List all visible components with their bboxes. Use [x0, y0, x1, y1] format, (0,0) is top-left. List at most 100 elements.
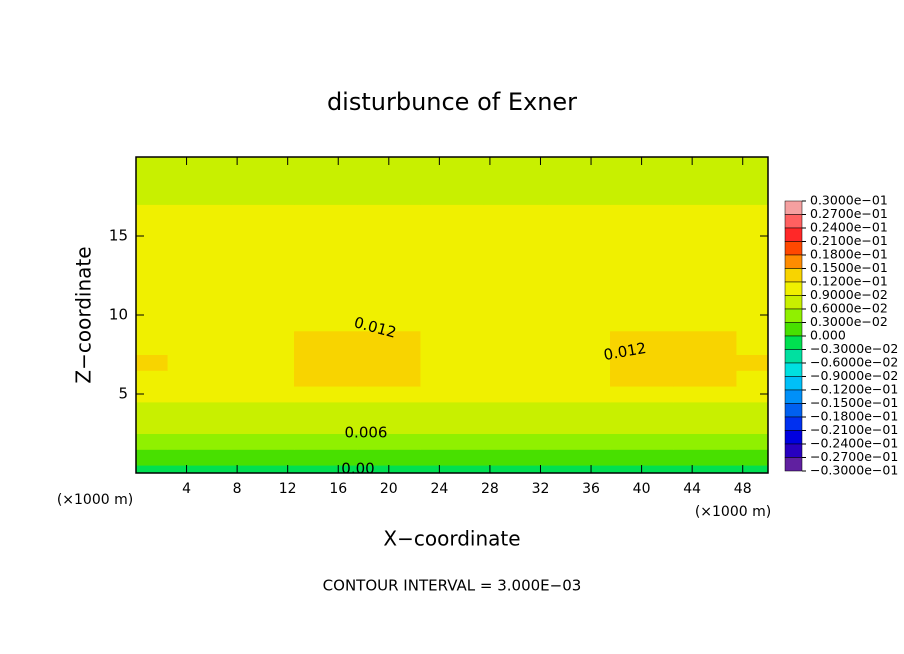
colorbar-label: 0.1500e−01 [810, 260, 888, 275]
field-cell [610, 370, 674, 387]
field-cell [136, 330, 169, 355]
colorbar-swatch [784, 362, 803, 377]
y-axis-label: Z−coordinate [72, 246, 96, 383]
field-cell [230, 267, 295, 300]
colorbar-swatch [784, 268, 803, 283]
field-cell [546, 354, 611, 371]
field-cell [294, 172, 358, 205]
field-cell [167, 157, 232, 174]
field-cell [230, 370, 295, 387]
field-cell [420, 433, 485, 450]
x-tick-label: 28 [481, 481, 499, 497]
field-cell [546, 157, 611, 174]
field-cell [230, 330, 295, 355]
field-cell [420, 157, 485, 174]
field-cell [167, 417, 232, 434]
colorbar-swatch [784, 254, 803, 269]
field-cell [673, 449, 737, 466]
colorbar-label: −0.1800e−01 [810, 409, 898, 424]
field-cell [357, 299, 421, 332]
field-cell [294, 299, 358, 332]
field-cell [546, 449, 611, 466]
field-cell [230, 449, 295, 466]
field-cell [673, 401, 737, 419]
field-cell [546, 417, 611, 434]
colorbar-label: 0.1800e−01 [810, 247, 888, 262]
field-cell [610, 354, 674, 371]
colorbar-label: 0.2400e−01 [810, 220, 888, 235]
field-cell [294, 417, 358, 434]
field-cell [420, 204, 485, 237]
field-cell [420, 449, 485, 466]
field-cell [483, 417, 548, 434]
field-cell [357, 433, 421, 450]
colorbar-label: 0.000 [810, 328, 846, 343]
field-cell [294, 449, 358, 466]
field-cell [673, 370, 737, 387]
field-cell [610, 157, 674, 174]
field-cell [673, 465, 737, 474]
field-cell [673, 172, 737, 205]
field-cell [420, 354, 485, 371]
field-cell [673, 417, 737, 434]
field-cell [736, 370, 769, 387]
field-cell [483, 401, 548, 419]
field-cell [167, 172, 232, 205]
field-cell [610, 417, 674, 434]
field-cell [230, 236, 295, 269]
colorbar-swatch [784, 308, 803, 323]
field-cell [546, 172, 611, 205]
field-cell [167, 267, 232, 300]
field-cell [610, 386, 674, 403]
field-cell [167, 433, 232, 450]
field-cell [673, 299, 737, 332]
colorbar-swatch [784, 241, 803, 256]
field-cell [546, 401, 611, 419]
field-cell [610, 172, 674, 205]
field-cell [483, 299, 548, 332]
colorbar-swatch [784, 403, 803, 418]
field-cell [294, 465, 358, 474]
field-cell [546, 204, 611, 237]
x-tick-label: 20 [380, 481, 398, 497]
x-tick-label: 12 [279, 481, 297, 497]
x-tick-label: 8 [233, 481, 242, 497]
field-cell [357, 354, 421, 371]
field-cell [294, 401, 358, 419]
colorbar-label: 0.2700e−01 [810, 206, 888, 221]
x-tick-label: 32 [532, 481, 550, 497]
field-cell [136, 236, 169, 269]
field-cell [357, 386, 421, 403]
field-cell [546, 386, 611, 403]
colorbar-swatch [784, 416, 803, 431]
field-cell [230, 204, 295, 237]
field-cell [357, 267, 421, 300]
field-cell [294, 157, 358, 174]
field-cell [167, 370, 232, 387]
colorbar-swatch [784, 281, 803, 296]
x-tick-label: 24 [430, 481, 448, 497]
colorbar-label: −0.3000e−01 [810, 463, 898, 478]
y-tick-label: 5 [118, 385, 128, 403]
field-cell [230, 417, 295, 434]
field-cell [230, 299, 295, 332]
field-cell [483, 236, 548, 269]
field-cell [483, 449, 548, 466]
field-cell [483, 330, 548, 355]
field-cell [736, 172, 769, 205]
colorbar-label: −0.6000e−02 [810, 355, 898, 370]
field-cell [167, 330, 232, 355]
field-cell [357, 370, 421, 387]
field-cell [610, 267, 674, 300]
field-cell [610, 299, 674, 332]
field-cell [136, 386, 169, 403]
colorbar-swatch [784, 214, 803, 229]
field-cell [546, 299, 611, 332]
field-cell [673, 386, 737, 403]
field-cell [420, 465, 485, 474]
field-cell [546, 370, 611, 387]
field-cell [167, 386, 232, 403]
field-cell [136, 401, 169, 419]
field-cell [230, 465, 295, 474]
field-cell [136, 354, 169, 371]
